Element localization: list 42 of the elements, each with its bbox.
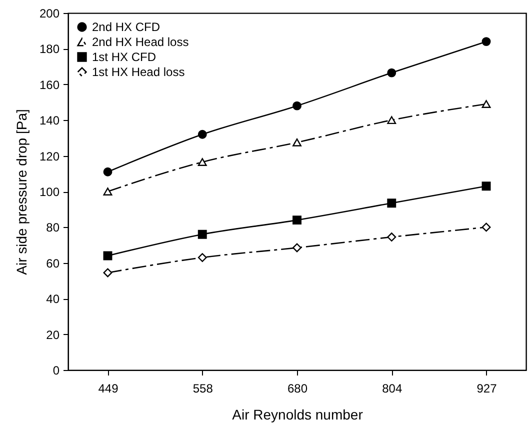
y-tick-label: 20 xyxy=(46,328,60,342)
y-tick-label: 40 xyxy=(46,292,60,306)
point xyxy=(292,101,302,110)
y-tick-label: 80 xyxy=(46,220,60,235)
point xyxy=(198,130,207,139)
x-tick-label: 927 xyxy=(476,382,498,396)
y-tick-label: 140 xyxy=(39,114,60,128)
point xyxy=(387,68,396,78)
point xyxy=(482,182,491,191)
point xyxy=(292,243,302,252)
point xyxy=(103,188,112,196)
y-tick-label: 100 xyxy=(39,185,60,199)
x-tick-label: 558 xyxy=(192,382,214,396)
point xyxy=(198,158,207,166)
point xyxy=(103,167,112,176)
y-tick-label: 200 xyxy=(39,6,60,20)
y-axis-title: Air side pressure drop [Pa] xyxy=(13,109,30,275)
x-tick-label: 804 xyxy=(382,382,402,396)
legend-label: 2nd HX CFD xyxy=(92,20,160,34)
legend-label: 1st HX Head loss xyxy=(92,65,185,79)
point xyxy=(387,198,396,208)
point xyxy=(103,251,112,260)
point xyxy=(387,116,396,124)
legend-label: 2nd HX Head loss xyxy=(92,35,189,49)
x-tick-label: 680 xyxy=(287,382,308,396)
y-tick-label: 0 xyxy=(52,364,60,378)
point xyxy=(482,37,491,46)
x-tick-label: 449 xyxy=(98,382,119,396)
point xyxy=(103,268,112,278)
y-tick-label: 180 xyxy=(39,42,60,56)
y-tick-label: 120 xyxy=(39,149,60,164)
y-tick-label: 160 xyxy=(39,78,60,92)
legend-label: 1st HX CFD xyxy=(92,50,156,64)
point xyxy=(482,222,491,232)
point xyxy=(387,232,396,242)
y-tick-label: 60 xyxy=(46,256,60,270)
point xyxy=(292,216,302,225)
point xyxy=(198,253,207,262)
point xyxy=(292,138,302,146)
point xyxy=(482,100,491,108)
point xyxy=(198,230,207,239)
x-axis-title: Air Reynolds number xyxy=(232,406,364,422)
